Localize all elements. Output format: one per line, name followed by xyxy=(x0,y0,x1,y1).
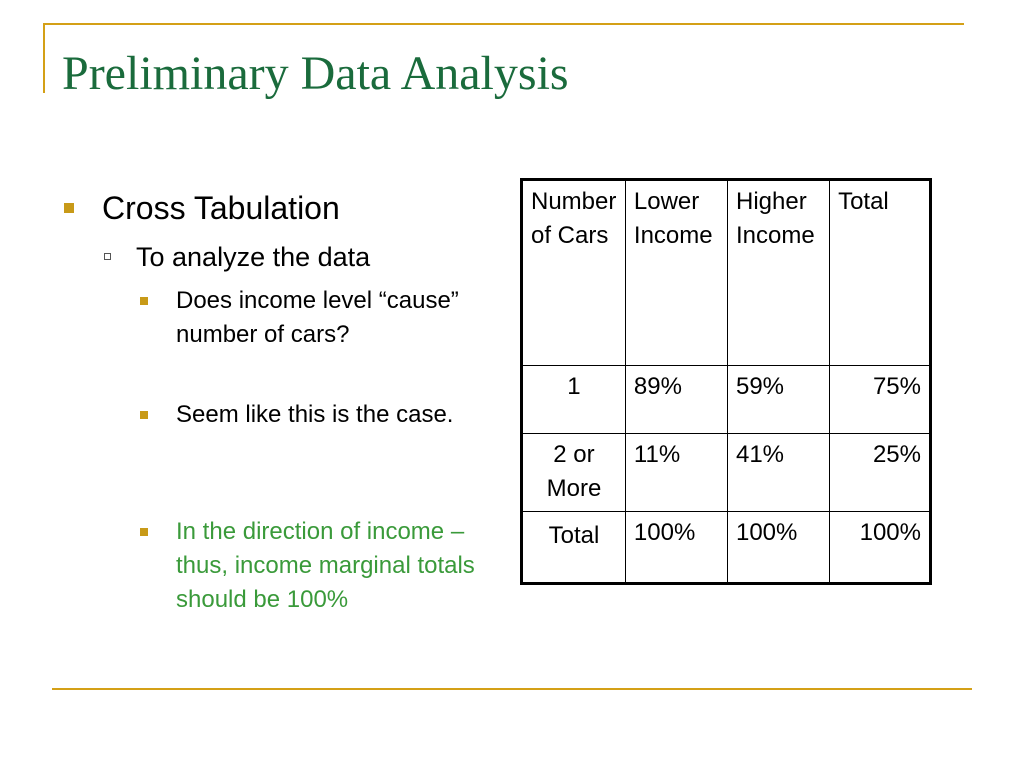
left-border-line xyxy=(43,23,45,93)
header-cell-lower-income: Lower Income xyxy=(624,179,728,366)
lower-income-cell: 11% xyxy=(624,433,728,512)
table-header-row: Number of Cars Lower Income Higher Incom… xyxy=(521,179,931,366)
top-border-line xyxy=(43,23,964,25)
higher-income-cell: 100% xyxy=(726,511,831,584)
bullet-text: Seem like this is the case. xyxy=(176,401,454,428)
bullet-text: Cross Tabulation xyxy=(102,190,340,226)
table-row: 1 89% 59% 75% xyxy=(521,365,931,434)
row-label-cell: 1 xyxy=(521,365,626,434)
table-row: Total 100% 100% 100% xyxy=(521,511,931,584)
total-cell: 25% xyxy=(829,433,931,512)
higher-income-cell: 59% xyxy=(726,365,831,434)
square-bullet-icon xyxy=(140,411,148,419)
table-row: 2 or More 11% 41% 25% xyxy=(521,433,931,512)
bullet-text: Does income level “cause” number of cars… xyxy=(176,287,459,348)
bullet-text: In the direction of income – thus, incom… xyxy=(176,518,475,613)
cross-tab-table: Number of Cars Lower Income Higher Incom… xyxy=(520,178,932,585)
header-cell-higher-income: Higher Income xyxy=(726,179,831,366)
total-cell: 75% xyxy=(829,365,931,434)
row-label-cell: Total xyxy=(521,511,626,584)
hollow-square-bullet-icon xyxy=(104,253,111,260)
lower-income-cell: 100% xyxy=(624,511,728,584)
row-label-cell: 2 or More xyxy=(521,433,626,512)
bottom-border-line xyxy=(52,688,972,690)
square-bullet-icon xyxy=(140,528,148,536)
square-bullet-icon xyxy=(64,203,74,213)
lower-income-cell: 89% xyxy=(624,365,728,434)
header-cell-number-of-cars: Number of Cars xyxy=(521,179,626,366)
bullet-text: To analyze the data xyxy=(136,242,371,272)
total-cell: 100% xyxy=(829,511,931,584)
header-cell-total: Total xyxy=(829,179,931,366)
higher-income-cell: 41% xyxy=(726,433,831,512)
slide-title: Preliminary Data Analysis xyxy=(62,47,569,100)
square-bullet-icon xyxy=(140,297,148,305)
